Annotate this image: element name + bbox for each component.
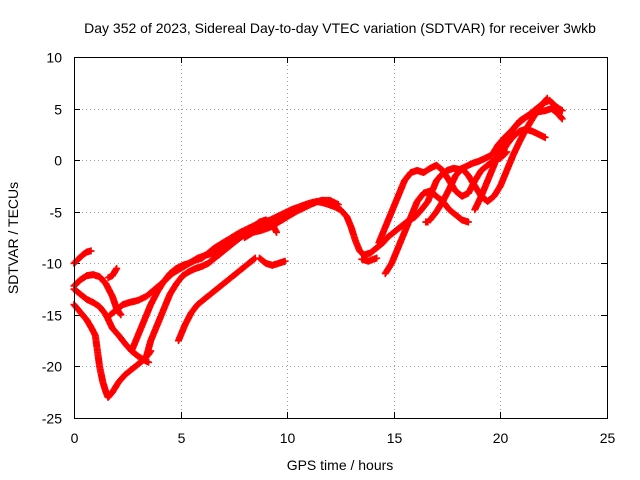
axis-ticks: 0 5 10 15 20 25 -25 -20 -15 -10 -5 0 5 10 [42, 50, 616, 447]
x-axis-label: GPS time / hours [287, 457, 394, 473]
x-tick-label: 25 [600, 430, 616, 446]
series-track-8 [142, 216, 281, 360]
series-track-10 [255, 254, 289, 269]
x-tick-label: 0 [71, 430, 79, 446]
series-track-6 [104, 264, 121, 282]
data-point [557, 106, 565, 114]
y-tick-label: 0 [54, 153, 62, 169]
data-point [145, 358, 153, 366]
data-point [542, 95, 550, 103]
data-point [464, 218, 472, 226]
data-points [70, 94, 566, 401]
series-track-7 [128, 216, 270, 355]
grid-lines [74, 57, 607, 418]
data-point [334, 200, 342, 208]
x-tick-label: 5 [178, 430, 186, 446]
y-tick-label: -5 [50, 205, 63, 221]
series-track-16 [496, 125, 549, 159]
data-point [250, 255, 258, 263]
y-tick-label: -25 [42, 411, 62, 427]
data-point [117, 311, 125, 319]
y-tick-label: -20 [42, 359, 62, 375]
series-track-17 [358, 254, 381, 265]
data-point [358, 255, 366, 263]
data-point [557, 114, 565, 122]
series-track-18 [422, 218, 432, 226]
chart-title: Day 352 of 2023, Sidereal Day-to-day VTE… [84, 20, 596, 36]
data-point [543, 94, 551, 102]
data-point [116, 310, 124, 318]
series-track-9 [174, 254, 259, 345]
data-point [558, 115, 566, 123]
y-tick-label: 10 [46, 50, 62, 66]
x-tick-label: 20 [493, 430, 509, 446]
plot-frame [74, 57, 608, 419]
x-tick-label: 10 [280, 430, 296, 446]
series-track-2 [70, 271, 125, 319]
data-point [424, 218, 432, 226]
series-track-13 [375, 148, 511, 247]
data-point [558, 107, 566, 115]
data-point [541, 133, 549, 141]
y-tick-label: -10 [42, 256, 62, 272]
series-track-12 [381, 187, 472, 278]
y-axis-label: SDTVAR / TECUs [5, 182, 21, 294]
series-track-11 [241, 196, 342, 241]
y-tick-label: -15 [42, 308, 62, 324]
x-tick-label: 15 [387, 430, 403, 446]
data-point [87, 247, 95, 255]
y-tick-label: 5 [54, 102, 62, 118]
data-point [281, 257, 289, 265]
data-point [104, 274, 112, 282]
data-point [273, 228, 281, 236]
